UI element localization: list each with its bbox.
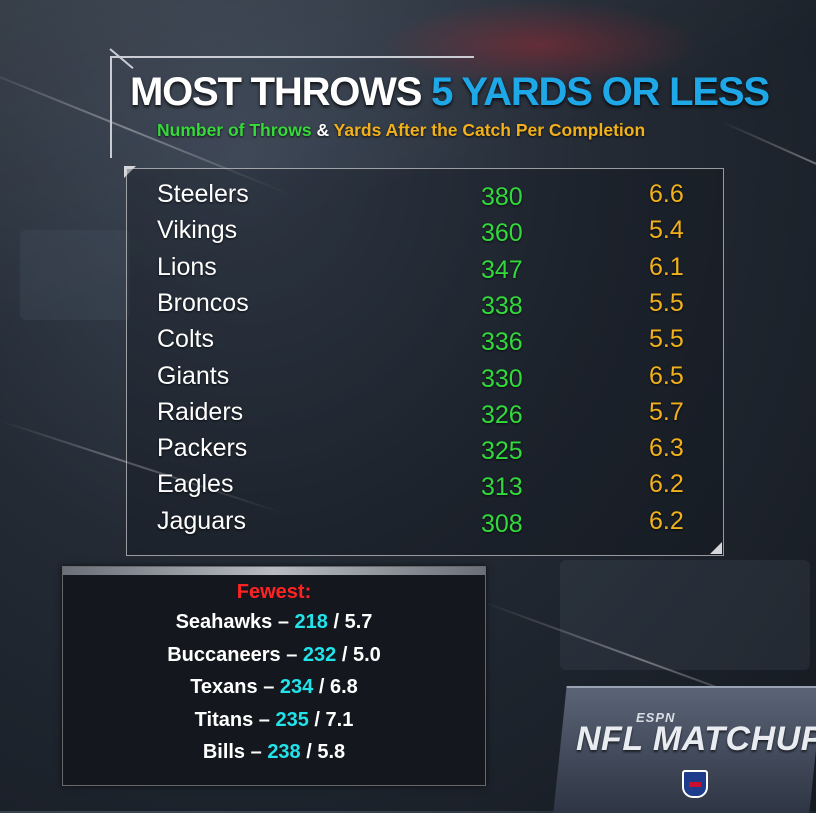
yac-value: 6.6 [649, 180, 684, 208]
fewest-yac: 6.8 [329, 676, 358, 698]
slash-separator: / [306, 741, 312, 763]
team-name: Packers [157, 434, 248, 463]
fewest-row: Buccaneers – 232 / 5.0 [63, 644, 485, 667]
team-name: Raiders [157, 397, 244, 426]
team-name: Colts [157, 325, 214, 354]
team-name: Lions [157, 252, 217, 281]
yac-value: 5.5 [649, 325, 684, 354]
slash-separator: / [318, 676, 325, 698]
background-red-glow [380, 0, 700, 90]
fewest-throws: 218 [294, 611, 328, 633]
slash-separator: / [333, 611, 340, 633]
throws-value: 360 [481, 219, 523, 248]
team-name: Giants [157, 361, 230, 390]
table-row: Packers 325 6.3 [127, 434, 723, 470]
subtitle-yac: Yards After the Catch Per Completion [333, 120, 646, 140]
logo-network-text: ESPN [636, 710, 676, 725]
background-shape [560, 560, 810, 670]
dash-separator: – [286, 643, 298, 666]
yac-value: 6.2 [649, 470, 684, 499]
fewest-throws: 234 [279, 676, 314, 698]
dash-separator: – [258, 708, 270, 731]
throws-value: 325 [481, 437, 523, 466]
nfl-shield-icon [682, 770, 708, 798]
slash-separator: / [314, 708, 320, 731]
table-row: Steelers 380 6.6 [127, 180, 723, 216]
fewest-yac: 7.1 [325, 708, 354, 731]
team-name: Steelers [157, 180, 249, 208]
table-row: Colts 336 5.5 [127, 325, 723, 361]
fewest-row: Bills – 238 / 5.8 [63, 741, 485, 764]
yac-value: 6.2 [649, 506, 684, 535]
logo-show-text: NFL MATCHUP [576, 720, 816, 758]
table-row: Lions 347 6.1 [127, 253, 723, 289]
fewest-team: Titans [194, 708, 254, 731]
title-part-white: MOST THROWS [130, 70, 422, 114]
table-row: Jaguars 308 6.2 [127, 507, 723, 543]
yac-value: 5.7 [649, 397, 684, 426]
fewest-team: Texans [190, 676, 258, 698]
table-row: Raiders 326 5.7 [127, 398, 723, 434]
chart-subtitle: Number of Throws & Yards After the Catch… [157, 120, 645, 141]
team-name: Eagles [157, 470, 234, 499]
throws-value: 313 [481, 473, 523, 502]
throws-value: 326 [481, 400, 523, 429]
fewest-team: Buccaneers [167, 643, 281, 666]
dash-separator: – [263, 676, 275, 698]
title-part-blue: 5 YARDS OR LESS [431, 70, 770, 114]
fewest-team: Seahawks [175, 611, 273, 633]
fewest-yac: 5.7 [344, 611, 373, 633]
throws-value: 308 [481, 509, 523, 538]
subtitle-ampersand: & [316, 120, 330, 140]
nfl-matchup-logo: ESPN NFL MATCHUP [553, 686, 816, 813]
team-name: Broncos [157, 288, 249, 317]
fewest-throws: 232 [302, 643, 337, 666]
table-row: Giants 330 6.5 [127, 362, 723, 398]
yac-value: 5.4 [649, 216, 684, 245]
throws-value: 336 [481, 328, 523, 357]
subtitle-throws: Number of Throws [157, 120, 312, 140]
fewest-throws: 235 [275, 708, 309, 731]
table-row: Eagles 313 6.2 [127, 470, 723, 506]
fewest-title: Fewest: [236, 581, 312, 603]
throws-value: 347 [481, 255, 523, 284]
fewest-team: Bills [202, 741, 246, 763]
header-frame [110, 56, 474, 158]
throws-value: 330 [481, 364, 523, 393]
slash-separator: / [341, 643, 348, 666]
yac-value: 6.1 [649, 252, 684, 281]
chart-title: MOST THROWS 5 YARDS OR LESS [130, 70, 810, 115]
list-corner-bottom-right [710, 542, 722, 554]
dash-separator: – [277, 611, 289, 633]
team-name: Vikings [157, 216, 238, 245]
fewest-row: Texans – 234 / 6.8 [63, 676, 485, 699]
yac-value: 6.5 [649, 361, 684, 390]
background-streak [719, 120, 816, 204]
dash-separator: – [250, 741, 262, 763]
table-row: Broncos 338 5.5 [127, 289, 723, 325]
fewest-yac: 5.8 [317, 741, 346, 763]
team-name: Jaguars [157, 506, 246, 535]
fewest-panel: Fewest: Seahawks – 218 / 5.7 Buccaneers –… [62, 566, 486, 786]
yac-value: 5.5 [649, 288, 684, 317]
most-throws-table: Steelers 380 6.6 Vikings 360 5.4 Lions 347 6.1 Br… [126, 168, 724, 556]
fewest-row: Seahawks – 218 / 5.7 [63, 611, 485, 634]
background-shape [20, 230, 130, 320]
yac-value: 6.3 [649, 434, 684, 463]
fewest-throws: 238 [267, 741, 301, 763]
table-row: Vikings 360 5.4 [127, 216, 723, 252]
fewest-row: Titans – 235 / 7.1 [63, 709, 485, 732]
throws-value: 338 [481, 291, 523, 320]
list-corner-top-left [124, 166, 136, 178]
throws-value: 380 [481, 183, 523, 211]
fewest-yac: 5.0 [352, 643, 381, 666]
